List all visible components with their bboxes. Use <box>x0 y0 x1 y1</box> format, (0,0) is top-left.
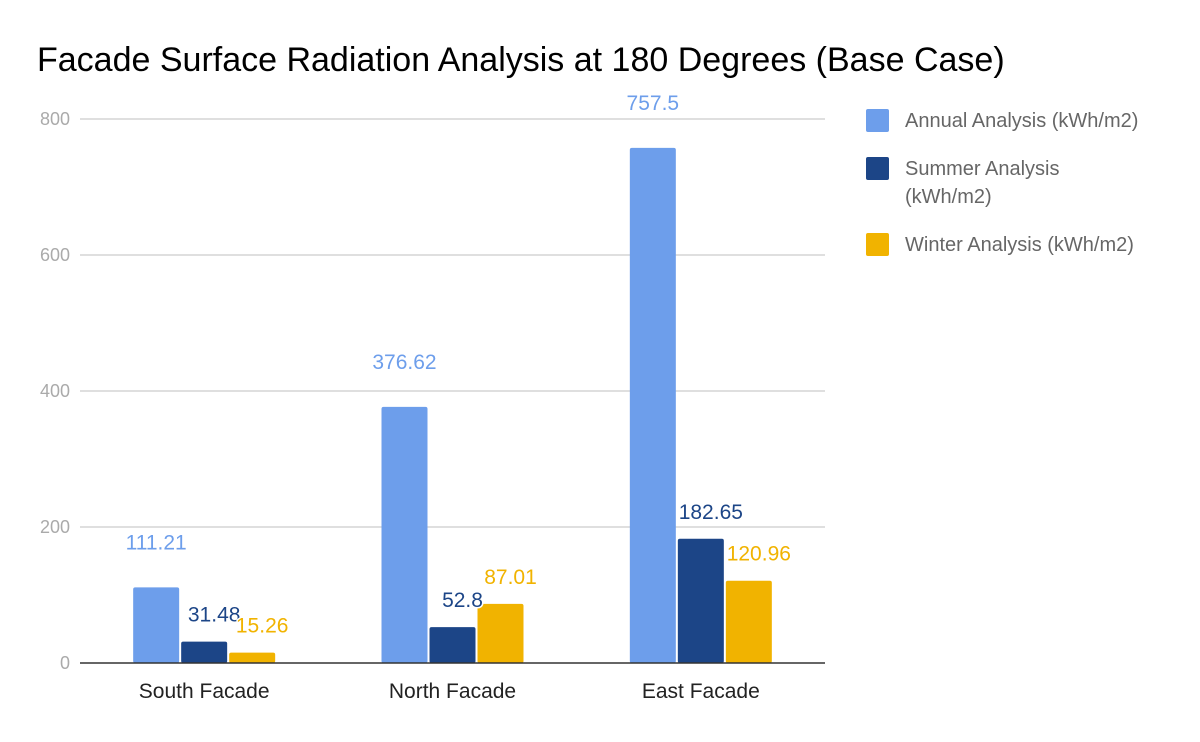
data-label: 120.96 <box>727 543 791 566</box>
data-label: 111.21 <box>126 531 187 554</box>
x-tick-label: North Facade <box>389 680 516 703</box>
legend: Annual Analysis (kWh/m2) Summer Analysis (… <box>866 109 1138 256</box>
data-label: 376.62 <box>372 351 436 374</box>
x-tick-label: East Facade <box>642 680 760 703</box>
bar <box>381 406 428 663</box>
bar <box>677 538 724 663</box>
y-tick-label: 800 <box>40 109 70 129</box>
data-label: 182.65 <box>679 501 743 524</box>
bar <box>629 147 676 663</box>
data-label: 52.8 <box>442 589 483 612</box>
bar <box>725 580 772 663</box>
data-label: 15.26 <box>236 615 289 638</box>
legend-label-line: (kWh/m2) <box>905 186 992 208</box>
data-label: 31.48 <box>188 604 241 627</box>
x-tick-label: South Facade <box>139 680 270 703</box>
bar <box>477 603 524 663</box>
bar <box>429 627 476 663</box>
bar <box>229 652 276 663</box>
legend-swatch <box>866 157 889 180</box>
bar <box>133 587 180 663</box>
bar <box>181 641 228 663</box>
legend-swatch <box>866 233 889 256</box>
x-axis: South Facade North Facade East Facade <box>139 680 760 703</box>
y-tick-label: 0 <box>60 653 70 673</box>
legend-label-line: Summer Analysis <box>905 158 1060 180</box>
gridlines <box>80 118 825 528</box>
y-tick-label: 600 <box>40 245 70 265</box>
y-axis: 0 200 400 600 800 <box>40 109 70 673</box>
legend-label: Annual Analysis (kWh/m2) <box>905 110 1138 132</box>
legend-label: Summer Analysis (kWh/m2) <box>905 158 1060 208</box>
legend-label: Winter Analysis (kWh/m2) <box>905 234 1134 256</box>
y-tick-label: 200 <box>40 517 70 537</box>
bars <box>133 147 772 663</box>
y-tick-label: 400 <box>40 381 70 401</box>
legend-swatch <box>866 109 889 132</box>
data-label: 757.5 <box>627 92 680 115</box>
chart-title: Facade Surface Radiation Analysis at 180… <box>37 41 1005 79</box>
data-label: 87.01 <box>484 566 537 589</box>
